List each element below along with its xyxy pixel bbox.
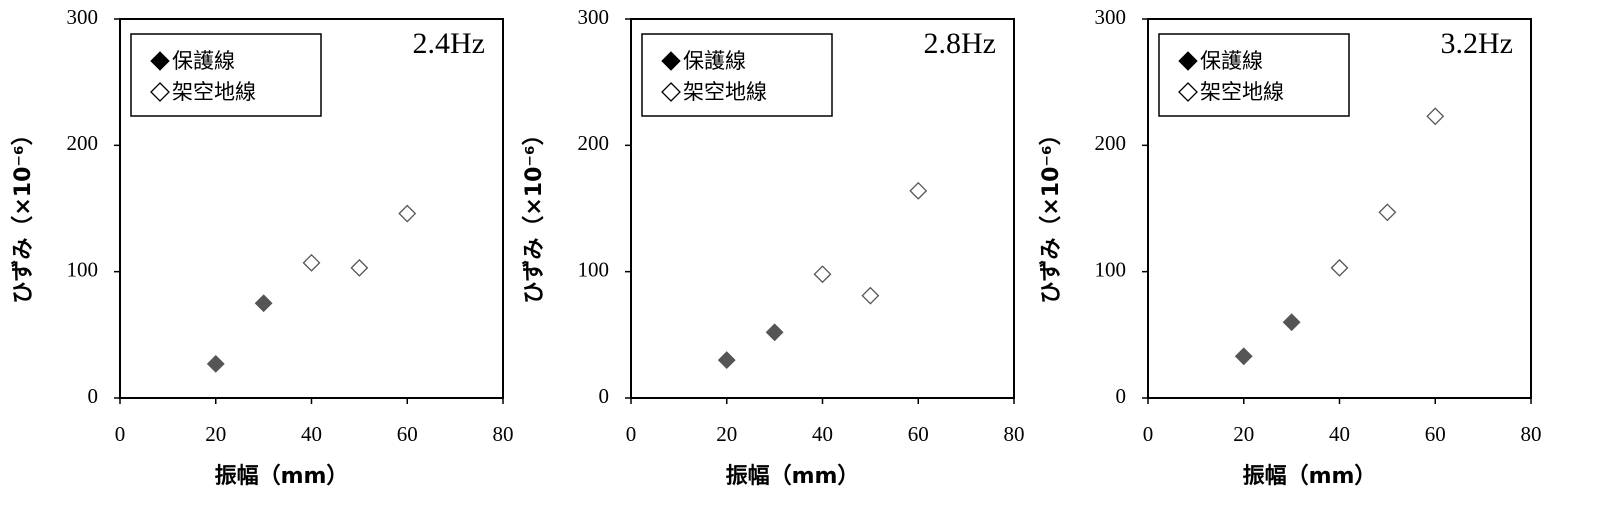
y-tick-label: 200 [67, 131, 99, 155]
chart-panel: 0 20 40 60 80 0 100 200 300 振幅（mm） ひずみ（×10⁻⁶） 2.4Hz… [11, 5, 514, 489]
legend-marker [1178, 82, 1198, 102]
y-tick-label: 100 [1095, 257, 1127, 281]
x-tick-label: 80 [1521, 422, 1542, 446]
legend-label: 保護線 [683, 49, 746, 73]
chart-annotation: 2.4Hz [413, 27, 485, 60]
legend-box [1158, 33, 1350, 117]
y-tick-label: 300 [578, 5, 610, 29]
data-point [717, 351, 736, 370]
x-tick-label: 60 [908, 422, 929, 446]
y-tick-label: 100 [578, 257, 610, 281]
legend-marker [661, 51, 681, 71]
y-axis-label: ひずみ（×10⁻⁶） [11, 123, 36, 303]
y-tick-label: 300 [67, 5, 99, 29]
data-point [861, 286, 880, 305]
data-point [206, 354, 225, 373]
legend-label: 架空地線 [172, 80, 256, 104]
chart-panel: 0 20 40 60 80 0 100 200 300 振幅（mm） ひずみ（×10⁻⁶） 2.8Hz… [522, 5, 1025, 489]
data-point [909, 181, 928, 200]
chart-panel: 0 20 40 60 80 0 100 200 300 振幅（mm） ひずみ（×10⁻⁶） 3.2Hz… [1039, 5, 1542, 489]
x-tick-label: 20 [205, 422, 226, 446]
y-tick-label: 300 [1095, 5, 1127, 29]
x-tick-label: 60 [1425, 422, 1446, 446]
legend-label: 保護線 [172, 49, 235, 73]
data-point [765, 323, 784, 342]
x-tick-label: 0 [115, 422, 126, 446]
data-point [1330, 258, 1349, 277]
legend-marker [150, 82, 170, 102]
legend-box [130, 33, 322, 117]
data-point [813, 265, 832, 284]
legend-marker [150, 51, 170, 71]
y-tick-label: 200 [578, 131, 610, 155]
chart-annotation: 2.8Hz [924, 27, 996, 60]
legend-label: 保護線 [1200, 49, 1263, 73]
x-tick-label: 60 [397, 422, 418, 446]
x-tick-label: 0 [1143, 422, 1154, 446]
data-point [1378, 203, 1397, 222]
data-point [1282, 313, 1301, 332]
x-axis-label: 振幅（mm） [726, 464, 860, 489]
y-tick-label: 100 [67, 257, 99, 281]
y-tick-label: 0 [88, 384, 99, 408]
x-tick-label: 40 [812, 422, 833, 446]
data-point [302, 253, 321, 272]
data-point [398, 204, 417, 223]
y-tick-label: 0 [1116, 384, 1127, 408]
legend-box [641, 33, 833, 117]
legend-marker [661, 82, 681, 102]
x-tick-label: 40 [1329, 422, 1350, 446]
legend-marker [1178, 51, 1198, 71]
chart-annotation: 3.2Hz [1441, 27, 1513, 60]
x-axis-label: 振幅（mm） [215, 464, 349, 489]
y-axis-label: ひずみ（×10⁻⁶） [522, 123, 547, 303]
x-tick-label: 0 [626, 422, 637, 446]
y-axis-label: ひずみ（×10⁻⁶） [1039, 123, 1064, 303]
legend-label: 架空地線 [1200, 80, 1284, 104]
x-tick-label: 20 [1233, 422, 1254, 446]
legend-label: 架空地線 [683, 80, 767, 104]
y-tick-label: 0 [599, 384, 610, 408]
data-point [254, 294, 273, 313]
x-tick-label: 80 [493, 422, 514, 446]
x-tick-label: 40 [301, 422, 322, 446]
x-tick-label: 20 [716, 422, 737, 446]
x-axis-label: 振幅（mm） [1243, 464, 1377, 489]
y-tick-label: 200 [1095, 131, 1127, 155]
x-tick-label: 80 [1004, 422, 1025, 446]
data-point [1426, 107, 1445, 126]
data-point [1234, 347, 1253, 366]
data-point [350, 258, 369, 277]
